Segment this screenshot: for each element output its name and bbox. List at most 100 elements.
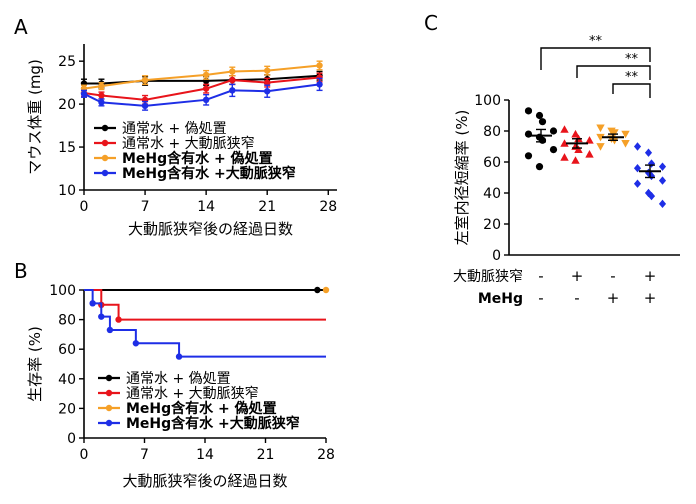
a-series-line-0 bbox=[84, 74, 320, 85]
b-x-axis-label: 大動脈狭窄後の経過日数 bbox=[122, 472, 287, 490]
a-x-axis-label: 大動脈狭窄後の経過日数 bbox=[128, 220, 293, 238]
a-point-2-1 bbox=[98, 82, 105, 90]
c-y-axis-label: 左室内径短縮率 (%) bbox=[453, 110, 471, 246]
a-point-2-6 bbox=[316, 62, 323, 69]
b-y-tick-label-2: 40 bbox=[58, 372, 76, 388]
b-x-tick-label-1: 7 bbox=[140, 447, 149, 463]
b-point-3-1 bbox=[98, 313, 105, 320]
b-legend-label-3: MeHg含有水 +大動脈狭窄 bbox=[126, 415, 300, 432]
a-x-tick-label-0: 0 bbox=[80, 199, 89, 215]
a-x-tick-label-3: 21 bbox=[258, 199, 276, 215]
panel-label-a: A bbox=[14, 15, 28, 39]
c-point-3-0 bbox=[633, 142, 642, 151]
b-x-tick-label-3: 21 bbox=[257, 447, 275, 463]
c-point-3-5 bbox=[644, 168, 653, 178]
b-y-tick-label-5: 100 bbox=[49, 283, 76, 299]
b-point-1-1 bbox=[115, 316, 122, 323]
c-point-3-4 bbox=[633, 164, 642, 173]
b-point-3-0 bbox=[89, 300, 96, 307]
a-legend-label-2: MeHg含有水 + 偽処置 bbox=[122, 150, 273, 167]
c-aortic-sign-0: - bbox=[538, 267, 543, 285]
c-row-label-aortic: 大動脈狭窄 bbox=[453, 268, 523, 285]
c-point-2-0 bbox=[596, 124, 605, 133]
b-legend-label-1: 通常水 + 大動脈狭窄 bbox=[126, 385, 259, 402]
c-point-3-6 bbox=[647, 171, 656, 181]
c-significance-label-2: ** bbox=[625, 70, 639, 85]
c-significance-label-0: ** bbox=[589, 34, 603, 49]
a-point-2-5 bbox=[264, 67, 271, 74]
b-legend-marker-3 bbox=[105, 419, 113, 427]
c-point-3-2 bbox=[647, 159, 656, 168]
panel-b-survival-chart: 0 7 14 21 28 0 20 40 60 80 100 大動脈狭窄後の経過日数 生存率 (%) 通常… bbox=[26, 283, 335, 490]
c-y-tick-label-5: 100 bbox=[474, 93, 501, 109]
b-y-axis-label: 生存率 (%) bbox=[26, 326, 44, 402]
b-x-tick-label-4: 28 bbox=[317, 447, 335, 463]
b-y-tick-label-0: 0 bbox=[67, 431, 76, 447]
a-point-3-2 bbox=[141, 102, 149, 110]
a-y-axis-label: マウス体重 (mg) bbox=[26, 59, 44, 175]
c-y-tick-label-1: 20 bbox=[483, 217, 501, 233]
c-point-1-6 bbox=[574, 145, 583, 153]
c-point-2-4 bbox=[596, 133, 605, 142]
a-legend-marker-0 bbox=[101, 124, 109, 132]
c-y-tick-label-2: 40 bbox=[483, 186, 501, 202]
a-legend-marker-1 bbox=[101, 139, 109, 147]
c-point-2-8 bbox=[596, 143, 605, 151]
c-point-1-1 bbox=[571, 129, 580, 138]
a-legend-marker-2 bbox=[101, 154, 109, 162]
panel-label-c: C bbox=[424, 11, 438, 35]
a-series-line-2 bbox=[83, 64, 320, 90]
b-series-line-3 bbox=[84, 289, 326, 358]
a-y-tick-label-2: 20 bbox=[58, 97, 76, 113]
b-series-line-1 bbox=[84, 289, 326, 321]
a-point-2-3 bbox=[202, 71, 210, 79]
c-point-0-8 bbox=[524, 152, 533, 160]
a-legend-label-3: MeHg含有水 +大動脈狭窄 bbox=[122, 165, 296, 182]
c-point-0-2 bbox=[538, 118, 547, 126]
c-point-3-8 bbox=[633, 179, 642, 188]
a-point-1-6 bbox=[316, 74, 323, 81]
a-x-tick-label-4: 28 bbox=[319, 199, 337, 215]
b-y-tick-label-4: 80 bbox=[58, 313, 76, 329]
b-y-tick-label-3: 60 bbox=[58, 342, 76, 358]
c-point-0-3 bbox=[549, 127, 558, 135]
panel-a-weight-chart: 0 7 14 21 28 10 15 20 25 大動脈狭窄後の経過日数 マウス体重 (mg) 通常水… bbox=[26, 44, 337, 238]
b-legend-marker-0 bbox=[105, 374, 113, 382]
a-y-tick-label-0: 10 bbox=[58, 183, 76, 199]
b-legend-label-0: 通常水 + 偽処置 bbox=[126, 371, 231, 387]
c-significance-label-1: ** bbox=[625, 52, 639, 67]
a-y-tick-label-3: 25 bbox=[58, 54, 76, 70]
b-y-tick-label-1: 20 bbox=[58, 401, 76, 417]
b-point-3-4 bbox=[175, 353, 183, 360]
c-aortic-sign-2: - bbox=[610, 267, 615, 285]
b-point-2-0 bbox=[322, 286, 330, 294]
b-point-3-2 bbox=[106, 326, 114, 334]
c-aortic-sign-3: + bbox=[644, 267, 657, 285]
a-point-1-4 bbox=[229, 76, 236, 84]
c-point-3-7 bbox=[658, 176, 667, 185]
c-point-1-8 bbox=[560, 153, 569, 161]
a-point-2-2 bbox=[141, 76, 149, 84]
a-series-line-3 bbox=[83, 83, 320, 107]
b-legend-marker-1 bbox=[105, 389, 113, 397]
a-point-1-3 bbox=[202, 85, 210, 92]
a-legend-marker-3 bbox=[101, 169, 109, 177]
a-point-1-5 bbox=[264, 79, 271, 86]
c-point-0-1 bbox=[535, 111, 544, 120]
a-point-1-1 bbox=[98, 92, 105, 99]
c-point-0-7 bbox=[549, 146, 558, 154]
a-point-3-4 bbox=[229, 87, 236, 94]
c-mehg-sign-2: + bbox=[607, 289, 620, 307]
b-legend-marker-2 bbox=[105, 404, 113, 412]
c-significance-bracket-2 bbox=[612, 83, 651, 98]
c-mehg-sign-1: - bbox=[574, 289, 579, 307]
a-point-3-3 bbox=[202, 96, 210, 104]
c-y-tick-label-3: 60 bbox=[483, 155, 501, 171]
c-point-1-4 bbox=[560, 139, 569, 147]
c-point-0-9 bbox=[535, 163, 544, 171]
a-x-tick-label-1: 7 bbox=[141, 199, 150, 215]
a-point-3-1 bbox=[98, 99, 105, 106]
b-point-0-0 bbox=[314, 286, 321, 294]
